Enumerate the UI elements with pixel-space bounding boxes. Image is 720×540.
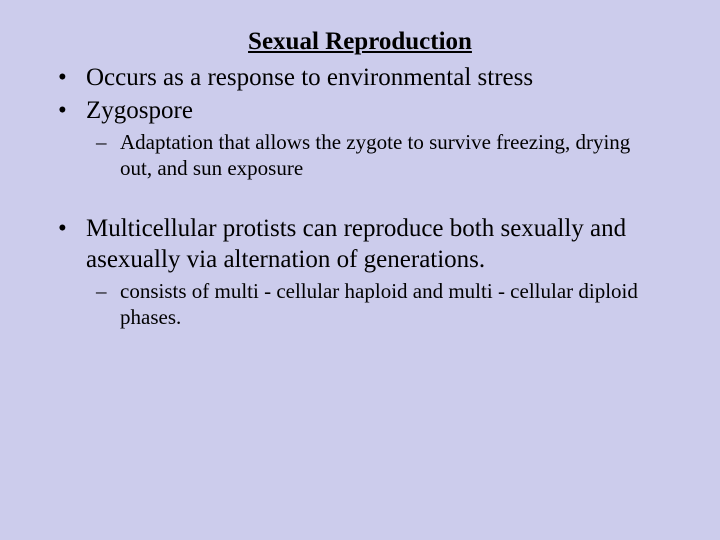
bullet-text: consists of multi - cellular haploid and… [120,278,700,331]
bullet-marker: – [96,129,120,182]
bullet-text: Zygospore [86,95,700,126]
sub-bullet-item: – Adaptation that allows the zygote to s… [20,129,700,182]
bullet-item: • Zygospore [20,95,700,126]
bullet-marker: • [58,62,86,93]
bullet-text: Multicellular protists can reproduce bot… [86,213,700,276]
slide-title: Sexual Reproduction [20,28,700,56]
bullet-marker: • [58,95,86,126]
bullet-marker: • [58,213,86,276]
bullet-item: • Multicellular protists can reproduce b… [20,213,700,276]
bullet-marker: – [96,278,120,331]
bullet-text: Occurs as a response to environmental st… [86,62,700,93]
spacer [20,187,700,213]
bullet-item: • Occurs as a response to environmental … [20,62,700,93]
sub-bullet-item: – consists of multi - cellular haploid a… [20,278,700,331]
bullet-text: Adaptation that allows the zygote to sur… [120,129,700,182]
